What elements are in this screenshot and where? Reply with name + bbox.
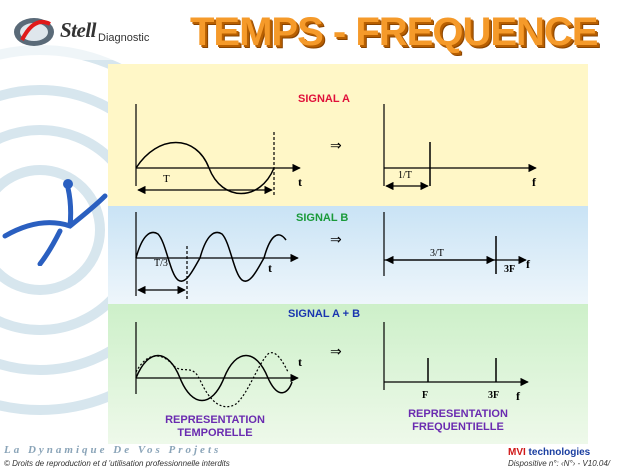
panel-signal-ab <box>108 304 588 444</box>
mvi-mark: MVI <box>508 447 526 458</box>
label-t-a: t <box>298 175 302 189</box>
label-f-a: f <box>532 175 537 189</box>
label-f-b: f <box>526 257 531 271</box>
label-t-ab: t <box>298 355 302 369</box>
label-period-b: T/3 <box>154 258 168 269</box>
wave-ab-sum <box>135 352 289 408</box>
label-3f-ab: 3F <box>488 390 499 401</box>
panel-signal-a <box>108 64 588 206</box>
caption-temporal: REPRESENTATION TEMPORELLE <box>165 414 265 439</box>
arrow-b: ⇒ <box>330 233 342 248</box>
signal-b-label: SIGNAL B <box>296 212 349 224</box>
wave-b <box>135 231 287 282</box>
arrow-ab: ⇒ <box>330 345 342 360</box>
dancer-figure-icon <box>2 179 108 266</box>
signal-ab-label: SIGNAL A + B <box>288 308 361 320</box>
mvi-name: technologies <box>525 447 591 458</box>
footer-slogan: La Dynamique De Vos Projets <box>4 444 222 456</box>
arrow-a: ⇒ <box>330 139 342 154</box>
mvi-logo: MVI technologies <box>508 447 590 458</box>
page-title: TEMPS - FREQUENCE <box>190 10 598 54</box>
signal-a-label: SIGNAL A <box>298 93 350 105</box>
time-frequency-diagram: T t ⇒ 1/T f T/3 t ⇒ 3/T 3F f t ⇒ F 3F f <box>135 104 537 408</box>
label-period-a: T <box>163 173 170 185</box>
caption-frequency: REPRESENTATION FREQUENTIELLE <box>408 408 508 433</box>
label-freq-b: 3/T <box>430 248 444 259</box>
slide-number: Dispositive n°: ‹N°› - V10.04/ <box>508 459 610 468</box>
footer-rights: © Droits de reproduction et d 'utilisati… <box>4 459 230 468</box>
logo-brand: Stell <box>60 18 97 42</box>
stell-logo: Stell Diagnostic <box>8 10 150 50</box>
logo-emblem-icon <box>14 18 54 46</box>
panel-signal-b <box>108 206 588 304</box>
label-freq-a: 1/T <box>398 170 412 181</box>
label-f-ab-axis: f <box>516 389 521 403</box>
label-t-b: t <box>268 261 272 275</box>
logo-subtitle: Diagnostic <box>98 32 150 44</box>
label-3f-b: 3F <box>504 264 515 275</box>
label-f-ab: F <box>422 390 428 401</box>
